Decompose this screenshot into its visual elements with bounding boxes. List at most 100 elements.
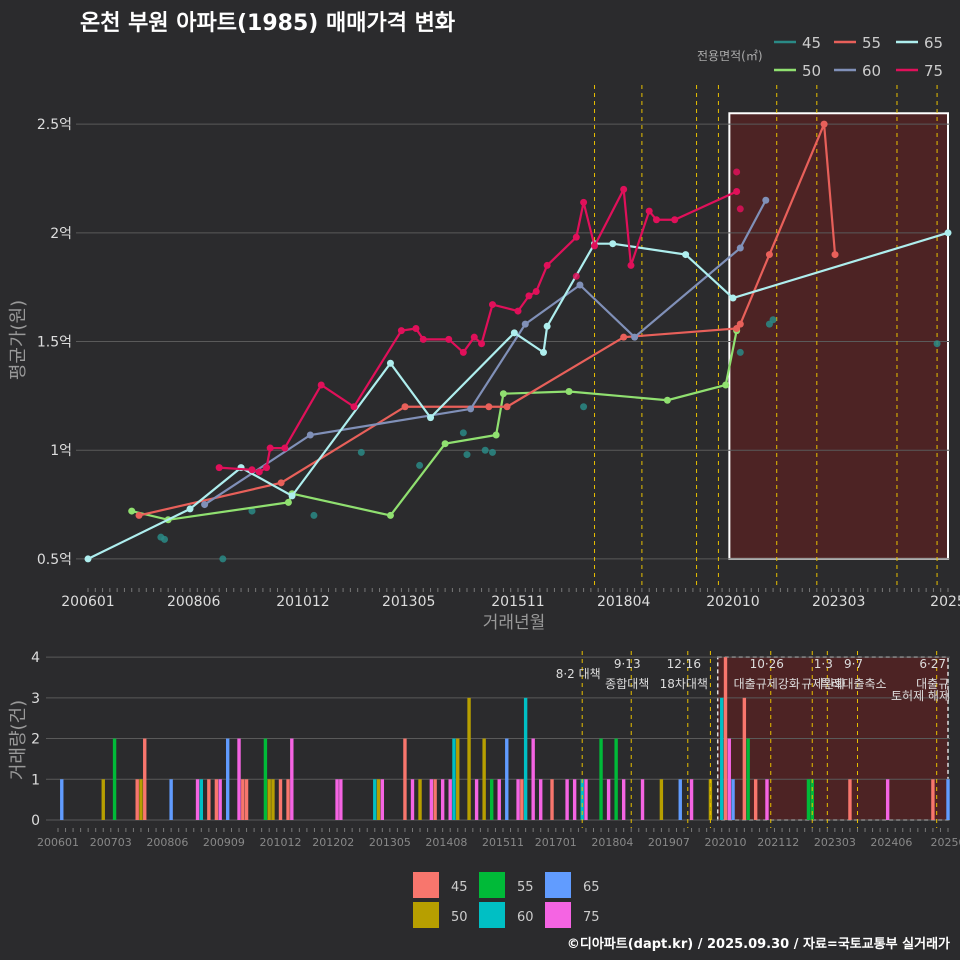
bar-50 bbox=[482, 738, 486, 820]
bottom-x-tick-label: 201907 bbox=[648, 836, 690, 849]
data-point-75 bbox=[263, 464, 271, 472]
bottom-plot: 0 1 2 3 4 8·2 대책 9·13 종합대책 12·16 18차대책 10·26 대출규제강화… bbox=[31, 650, 960, 849]
top-legend: 전용면적(㎡) 45 55 65 50 60 75 bbox=[697, 34, 943, 80]
bar-60 bbox=[199, 779, 204, 820]
policy-label: 9·13 bbox=[614, 657, 641, 671]
bottom-legend-key-50 bbox=[413, 902, 439, 928]
bar-75 bbox=[195, 779, 200, 820]
bar-75 bbox=[516, 779, 520, 820]
bar-55 bbox=[263, 738, 268, 820]
policy-label: 6·27 bbox=[919, 657, 946, 671]
data-point-55 bbox=[736, 320, 744, 328]
data-point-45 bbox=[736, 348, 744, 356]
series-line-65 bbox=[87, 231, 949, 560]
bottom-x-tick-label: 201202 bbox=[312, 836, 354, 849]
bottom-y-tick-label: 2 bbox=[31, 732, 40, 748]
data-point-60 bbox=[467, 405, 475, 413]
bottom-x-tick-label: 201305 bbox=[369, 836, 411, 849]
data-point-75 bbox=[255, 468, 263, 476]
bar-55 bbox=[746, 738, 750, 820]
data-point-60 bbox=[521, 320, 529, 328]
data-point-45 bbox=[357, 448, 365, 456]
bar-50 bbox=[101, 779, 105, 820]
data-point-65 bbox=[609, 240, 617, 248]
top-legend-title: 전용면적(㎡) bbox=[697, 49, 763, 63]
bottom-x-tick-label: 200703 bbox=[90, 836, 132, 849]
data-point-60 bbox=[736, 244, 744, 252]
bar-65 bbox=[505, 738, 509, 820]
bar-50 bbox=[467, 697, 471, 820]
top-x-tick-label: 201804 bbox=[597, 594, 651, 610]
top-y-tick-label: 1.5억 bbox=[37, 335, 72, 351]
data-point-75 bbox=[591, 242, 599, 250]
data-point-60 bbox=[201, 501, 209, 509]
bottom-legend-label-55: 55 bbox=[517, 880, 534, 895]
top-legend-label-50: 50 bbox=[802, 62, 821, 80]
data-point-45 bbox=[481, 446, 489, 454]
bar-45 bbox=[214, 779, 219, 820]
policy-label: 8·2 대책 bbox=[556, 666, 601, 681]
bar-65 bbox=[946, 779, 950, 820]
data-point-75 bbox=[412, 324, 420, 332]
data-point-75 bbox=[514, 307, 522, 315]
data-point-65 bbox=[84, 555, 92, 563]
bar-75 bbox=[531, 738, 535, 820]
bar-45 bbox=[244, 779, 249, 820]
bar-65 bbox=[60, 779, 64, 820]
top-legend-label-55: 55 bbox=[862, 34, 881, 52]
data-point-75 bbox=[733, 188, 741, 196]
data-point-55 bbox=[820, 120, 828, 128]
data-point-75 bbox=[350, 403, 358, 411]
bar-45 bbox=[742, 697, 747, 820]
bar-45 bbox=[207, 779, 211, 820]
chart-title: 온천 부원 아파트(1985) 매매가격 변화 bbox=[80, 11, 455, 36]
policy-label: 10·26 bbox=[750, 657, 784, 671]
top-y-tick-label: 2억 bbox=[50, 226, 72, 242]
bar-75 bbox=[565, 779, 569, 820]
data-point-75 bbox=[671, 216, 679, 224]
bar-75 bbox=[429, 779, 434, 820]
bar-75 bbox=[765, 779, 769, 820]
data-point-65 bbox=[427, 414, 435, 422]
bar-75 bbox=[640, 779, 645, 820]
bottom-legend-key-55 bbox=[479, 872, 505, 898]
bar-75 bbox=[335, 779, 339, 820]
top-plot: 0.5억 1억 1.5억 2억 2.5억 200601 200806 201012 201305… bbox=[37, 85, 960, 610]
data-point-55 bbox=[620, 333, 628, 341]
data-point-65 bbox=[682, 251, 690, 259]
data-point-75 bbox=[572, 272, 580, 280]
data-point-75 bbox=[248, 466, 256, 474]
bar-75 bbox=[727, 738, 731, 820]
bar-50 bbox=[708, 779, 713, 820]
bar-45 bbox=[143, 738, 147, 820]
bottom-x-tick-label: 202112 bbox=[757, 836, 799, 849]
bottom-x-tick-label: 201012 bbox=[260, 836, 302, 849]
bottom-x-tick-label: 201804 bbox=[591, 836, 633, 849]
bottom-x-tick-label: 201511 bbox=[482, 836, 524, 849]
top-legend-label-75: 75 bbox=[924, 62, 943, 80]
bar-45 bbox=[241, 779, 245, 820]
top-legend-label-60: 60 bbox=[862, 62, 881, 80]
data-point-55 bbox=[277, 479, 285, 487]
data-point-45 bbox=[488, 448, 496, 456]
policy-label: 규제완화 bbox=[801, 677, 845, 691]
data-point-65 bbox=[540, 348, 548, 356]
data-point-75 bbox=[652, 216, 660, 224]
data-point-65 bbox=[729, 294, 737, 302]
data-point-50 bbox=[441, 440, 449, 448]
bottom-x-tick-label: 202406 bbox=[870, 836, 912, 849]
bar-45 bbox=[403, 738, 407, 820]
bar-75 bbox=[410, 779, 415, 820]
data-point-75 bbox=[215, 464, 223, 472]
data-point-55 bbox=[503, 403, 511, 411]
bar-45 bbox=[278, 779, 283, 820]
data-point-75 bbox=[645, 207, 653, 215]
data-point-45 bbox=[416, 461, 424, 469]
bottom-legend-key-60 bbox=[479, 902, 505, 928]
bottom-legend-label-65: 65 bbox=[583, 880, 600, 895]
bottom-legend-label-75: 75 bbox=[583, 910, 600, 925]
data-point-75 bbox=[459, 348, 467, 356]
top-x-tick-label: 202303 bbox=[812, 594, 865, 610]
bar-60 bbox=[523, 697, 528, 820]
